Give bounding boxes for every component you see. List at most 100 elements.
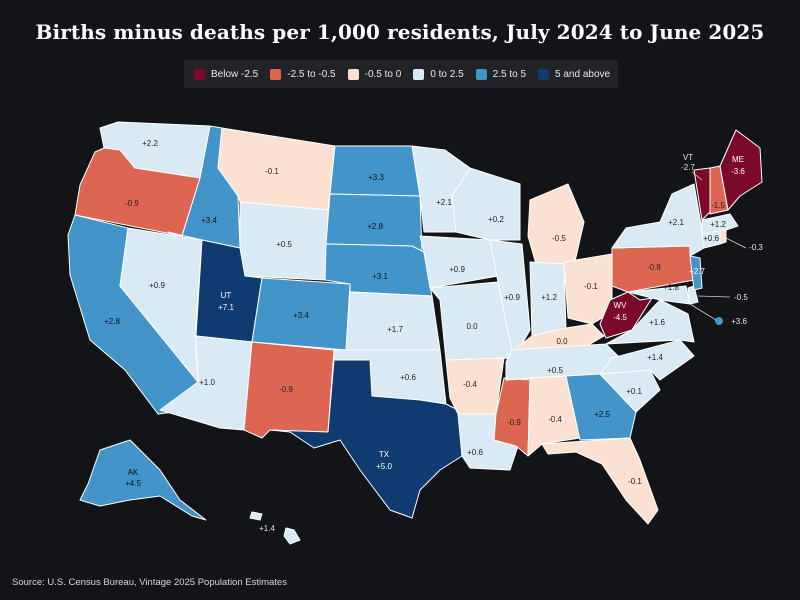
leader-line-ri <box>725 237 747 249</box>
label-SC: +0.1 <box>626 387 642 396</box>
label-WV-name: WV <box>614 301 628 310</box>
legend-label: 0 to 2.5 <box>430 68 464 80</box>
legend-label: 5 and above <box>555 68 611 80</box>
legend-item-2-5-to-5: 2.5 to 5 <box>475 68 527 80</box>
state-ME[interactable] <box>719 129 763 211</box>
label-CT: +0.6 <box>703 234 719 243</box>
label-WA: +2.2 <box>142 139 158 148</box>
source-note: Source: U.S. Census Bureau, Vintage 2025… <box>12 577 287 588</box>
state-TX[interactable] <box>269 359 463 519</box>
label-IA: +0.9 <box>449 265 465 274</box>
label-FL: -0.1 <box>628 477 642 486</box>
label-HI: +1.4 <box>259 524 275 533</box>
legend-swatch <box>347 68 359 80</box>
label-WY: +0.5 <box>276 240 292 249</box>
label-AR: -0.4 <box>463 380 477 389</box>
label-WI: +0.2 <box>488 215 504 224</box>
leader-line-vt <box>691 171 703 181</box>
map-title: Births minus deaths per 1,000 residents,… <box>35 20 765 44</box>
state-AL[interactable] <box>527 375 581 457</box>
label-OK: +0.6 <box>400 373 416 382</box>
label-MS: -0.9 <box>507 418 521 427</box>
label-SD: +2.8 <box>367 222 383 231</box>
state-WV[interactable] <box>599 291 653 339</box>
legend-item-neg2-5-to-neg0-5: -2.5 to -0.5 <box>270 68 336 80</box>
label-GA: +2.5 <box>594 410 610 419</box>
label-AZ: +1.0 <box>199 378 215 387</box>
label-OR: -0.9 <box>125 199 139 208</box>
state-MA[interactable] <box>701 213 739 235</box>
label-AL: -0.4 <box>548 415 562 424</box>
state-DC[interactable] <box>715 317 723 325</box>
label-WV: -4.5 <box>613 313 627 322</box>
legend-swatch <box>413 68 425 80</box>
state-DE[interactable] <box>687 285 699 305</box>
label-UT: +7.1 <box>218 303 234 312</box>
state-NJ[interactable] <box>689 255 703 291</box>
state-NY[interactable] <box>611 183 705 257</box>
label-AK: +4.5 <box>125 479 141 488</box>
legend-item-below-neg2-5: Below -2.5 <box>194 68 259 80</box>
label-NV: +0.9 <box>149 281 165 290</box>
label-TX-name: TX <box>379 450 390 459</box>
label-ID: +3.4 <box>201 216 217 225</box>
state-GA[interactable] <box>565 373 637 441</box>
label-UT-name: UT <box>221 291 232 300</box>
label-ME: -3.6 <box>731 167 745 176</box>
label-NC: +1.4 <box>647 353 663 362</box>
label-OH: -0.1 <box>584 282 598 291</box>
legend: Below -2.5 -2.5 to -0.5 -0.5 to 0 0 to 2… <box>184 60 618 88</box>
label-NJ: +2.7 <box>689 267 705 276</box>
label-IN: +1.2 <box>541 293 557 302</box>
label-MI: -0.5 <box>552 234 566 243</box>
label-LA: +0.6 <box>467 448 483 457</box>
label-NH: -1.5 <box>711 201 725 210</box>
label-NM: -0.9 <box>279 385 293 394</box>
legend-swatch <box>270 68 282 80</box>
state-ND[interactable] <box>329 145 421 197</box>
label-TX: +5.0 <box>376 462 392 471</box>
label-IL: +0.9 <box>504 293 520 302</box>
label-CA: +2.8 <box>104 317 120 326</box>
state-HI[interactable] <box>283 527 301 545</box>
legend-item-5-and-above: 5 and above <box>538 68 611 80</box>
label-AK-name: AK <box>128 468 139 477</box>
state-RI[interactable] <box>719 229 727 245</box>
label-ME-name: ME <box>732 155 744 164</box>
legend-label: Below -2.5 <box>211 68 259 80</box>
label-RI: -0.3 <box>749 243 763 252</box>
legend-label: -0.5 to 0 <box>364 68 402 80</box>
label-VA: +1.6 <box>649 318 665 327</box>
label-ND: +3.3 <box>368 173 384 182</box>
leader-line-dc <box>689 303 717 321</box>
state-FL[interactable] <box>541 437 659 525</box>
legend-item-0-to-2-5: 0 to 2.5 <box>413 68 464 80</box>
legend-swatch <box>538 68 550 80</box>
label-TN: +0.5 <box>547 366 563 375</box>
label-MN: +2.1 <box>436 198 452 207</box>
state-NC[interactable] <box>599 339 695 381</box>
label-PA: -0.8 <box>647 263 661 272</box>
state-MD[interactable] <box>627 285 691 305</box>
label-MD: +1.8 <box>663 283 679 292</box>
label-MO: 0.0 <box>466 322 478 331</box>
label-KS: +1.7 <box>387 325 403 334</box>
state-AK[interactable] <box>79 439 207 521</box>
label-MA: +1.2 <box>710 220 726 229</box>
state-WY[interactable] <box>239 201 329 281</box>
label-DE: -0.5 <box>734 293 748 302</box>
label-VT-name: VT <box>683 153 693 162</box>
state-KS[interactable] <box>345 291 441 351</box>
legend-swatch <box>194 68 205 80</box>
legend-label: -2.5 to -0.5 <box>287 68 336 80</box>
legend-item-neg0-5-to-0: -0.5 to 0 <box>347 68 402 80</box>
state-IA[interactable] <box>419 235 499 289</box>
legend-label: 2.5 to 5 <box>492 68 527 80</box>
label-NE: +3.1 <box>372 272 388 281</box>
label-MT: -0.1 <box>265 167 279 176</box>
label-VT: -2.7 <box>681 163 695 172</box>
state-MI[interactable] <box>527 183 585 267</box>
legend-swatch <box>475 68 487 80</box>
label-DC: +3.6 <box>731 317 747 326</box>
